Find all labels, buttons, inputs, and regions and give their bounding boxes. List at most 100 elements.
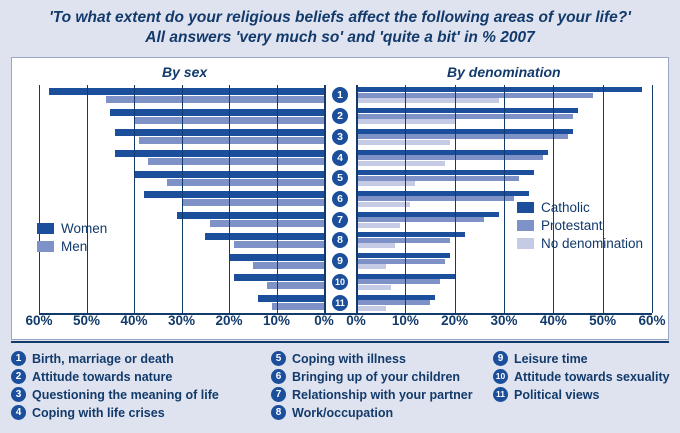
gridline (276, 85, 278, 313)
key-badge: 2 (11, 369, 26, 384)
legend-label-no-denomination: No denomination (541, 236, 644, 251)
bar-left-men (271, 303, 324, 311)
key-badge: 8 (271, 405, 286, 420)
gridline (652, 85, 653, 313)
key-badge: 5 (271, 351, 286, 366)
key-column-1: 1 Birth, marriage or death 2 Attitude towar… (11, 351, 271, 423)
bar-right-no-denomination (356, 201, 411, 207)
bar-rows: 1 2 3 4 5 6 7 8 9 10 11 (12, 85, 668, 313)
bar-left-men (181, 199, 324, 207)
bar-right-protestant (356, 300, 430, 306)
bar-row: 2 (12, 106, 668, 127)
footer-divider (11, 341, 669, 343)
category-badge: 9 (332, 253, 348, 270)
category-key: 1 Birth, marriage or death 2 Attitude towar… (11, 345, 670, 425)
tick-label: 40% (539, 313, 567, 328)
bar-right-protestant (356, 258, 445, 264)
bar-row: 4 (12, 147, 668, 168)
bar-right-catholic (356, 294, 435, 300)
gridline (454, 85, 456, 313)
tick-label: 20% (441, 313, 469, 328)
legend-swatch-women (37, 223, 54, 234)
key-label: Relationship with your partner (292, 387, 473, 402)
bar-left-women (205, 232, 324, 240)
bar-right-catholic (356, 170, 534, 176)
key-label: Leisure time (514, 351, 588, 366)
key-label: Coping with illness (292, 351, 406, 366)
bar-right-catholic (356, 232, 465, 238)
key-item: 1 Birth, marriage or death (11, 351, 271, 366)
bar-right-no-denomination (356, 98, 500, 104)
bar-left-women (233, 274, 324, 282)
bar-right-catholic (356, 87, 643, 93)
bar-right-catholic (356, 253, 450, 259)
bar-left-women (115, 150, 324, 158)
bar-row: 10 (12, 272, 668, 293)
tick-label: 60% (638, 313, 666, 328)
key-item: 5 Coping with illness (271, 351, 493, 366)
legend-item: Catholic (517, 200, 643, 215)
key-label: Attitude towards nature (32, 369, 173, 384)
bar-left-women (110, 108, 324, 116)
bar-left-men (233, 240, 324, 248)
key-label: Attitude towards sexuality (514, 369, 670, 384)
key-item: 7 Relationship with your partner (271, 387, 493, 402)
bar-right-catholic (356, 128, 574, 134)
legend-swatch-protestant (517, 220, 534, 231)
bar-right-protestant (356, 134, 569, 140)
tick-label: 60% (25, 313, 53, 328)
gridline (134, 85, 135, 313)
tick-label: 10% (391, 313, 419, 328)
key-item: 4 Coping with life crises (11, 405, 271, 420)
bar-row: 3 (12, 126, 668, 147)
bar-row: 7 (12, 209, 668, 230)
bar-left-men (148, 158, 324, 166)
tick-label: 50% (589, 313, 617, 328)
tick-label: 10% (262, 313, 291, 328)
key-column-2: 5 Coping with illness 6 Bringing up of your… (271, 351, 493, 423)
bar-left-men (267, 282, 324, 290)
legend-item: Women (37, 221, 107, 236)
bar-right-no-denomination (356, 243, 396, 249)
key-badge: 11 (493, 387, 508, 402)
axis-line-baseline (39, 313, 652, 315)
legend-label-women: Women (61, 221, 108, 236)
category-badge: 1 (332, 87, 348, 104)
key-label: Birth, marriage or death (32, 351, 174, 366)
bar-right-protestant (356, 237, 450, 243)
bar-row: 8 (12, 230, 668, 251)
chart-area: By sex By denomination 1 2 3 4 5 6 7 8 9 10 11 60%… (11, 57, 669, 340)
bar-right-protestant (356, 155, 544, 161)
tick-label: 30% (490, 313, 518, 328)
bar-right-catholic (356, 108, 578, 114)
key-badge: 7 (271, 387, 286, 402)
bar-right-no-denomination (356, 139, 450, 145)
gridline (504, 85, 505, 313)
category-badge: 2 (332, 108, 348, 125)
key-label: Coping with life crises (32, 405, 165, 420)
chart-title: 'To what extent do your religious belief… (0, 0, 680, 48)
plot-region: 1 2 3 4 5 6 7 8 9 10 11 (12, 85, 668, 315)
title-line-2: All answers 'very much so' and 'quite a … (145, 29, 535, 46)
panel-label-by-sex: By sex (162, 64, 208, 80)
gridline (229, 85, 230, 313)
key-item: 9 Leisure time (493, 351, 669, 366)
category-badge: 11 (332, 294, 348, 311)
bar-row: 5 (12, 168, 668, 189)
key-item: 11 Political views (493, 387, 669, 402)
x-axis-ticks: 60% 50% 40% 30% 20% 10% 0% 0% 10% 20% 30% 40% 50% 60% (12, 313, 668, 335)
bar-right-protestant (356, 92, 593, 98)
key-label: Bringing up of your children (292, 369, 461, 384)
legend-item: Men (37, 239, 107, 254)
gridline (39, 85, 40, 313)
gridline (181, 85, 183, 313)
legend-swatch-no-denomination (517, 238, 534, 249)
key-item: 10 Attitude towards sexuality (493, 369, 670, 384)
bar-left-men (210, 220, 324, 228)
bar-left-men (167, 178, 324, 186)
bar-right-catholic (356, 149, 549, 155)
bar-right-catholic (356, 190, 529, 196)
axis-line-left (324, 85, 326, 313)
tick-label: 50% (72, 313, 101, 328)
key-column-3: 9 Leisure time 10 Attitude towards sexualit… (493, 351, 670, 423)
